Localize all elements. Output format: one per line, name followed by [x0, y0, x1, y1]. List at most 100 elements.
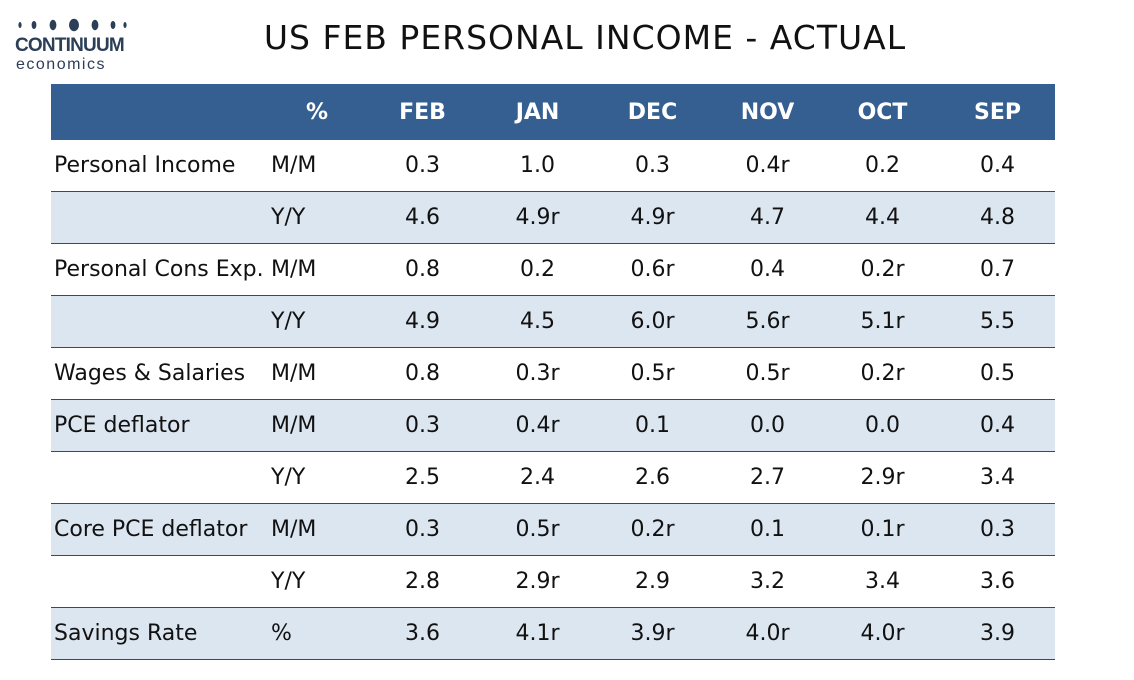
data-table: % FEB JAN DEC NOV OCT SEP Personal Incom…	[51, 84, 1055, 660]
value-cell: 4.0r	[710, 607, 825, 660]
table-row: Savings Rate% 3.6 4.1r 3.9r 4.0r 4.0r 3.9	[51, 607, 1055, 660]
table-body: Personal Income M/M 0.3 1.0 0.3 0.4r 0.2 0.4 Y/Y…	[51, 140, 1055, 660]
value-cell: 4.9r	[480, 191, 595, 244]
value-cell: 4.0r	[825, 607, 940, 660]
value-cell: 4.4	[825, 191, 940, 244]
value-cell: 0.2	[480, 243, 595, 296]
value-cell: 4.5	[480, 295, 595, 348]
row-unit: M/M	[269, 243, 365, 296]
row-label: Core PCE deflator	[51, 503, 269, 556]
value-cell: 0.3	[365, 503, 480, 556]
value-cell: 2.6	[595, 451, 710, 504]
value-cell: 6.0r	[595, 295, 710, 348]
value-cell: 2.8	[365, 555, 480, 608]
table-row: Wages & Salaries M/M 0.8 0.3r 0.5r 0.5r 0.2r 0.…	[51, 347, 1055, 400]
value-cell: 0.3	[595, 140, 710, 192]
value-cell: 0.5r	[710, 347, 825, 400]
value-cell: 0.1r	[825, 503, 940, 556]
value-cell: 0.8	[365, 243, 480, 296]
value-cell: 0.2r	[595, 503, 710, 556]
row-unit: Y/Y	[269, 451, 365, 504]
continuum-logo: CONTINUUM economics	[14, 14, 134, 74]
value-cell: 0.2r	[825, 347, 940, 400]
value-cell: 5.1r	[825, 295, 940, 348]
value-cell: 3.4	[825, 555, 940, 608]
value-cell: 0.4	[940, 399, 1055, 452]
value-cell: 5.5	[940, 295, 1055, 348]
header-label	[51, 84, 269, 140]
row-label: PCE deflator	[51, 399, 269, 452]
value-cell: 0.5	[940, 347, 1055, 400]
value-cell: 0.3	[365, 399, 480, 452]
logo-name: CONTINUUM	[15, 35, 125, 56]
table-row: PCE deflator M/M 0.3 0.4r 0.1 0.0 0.0 0.4	[51, 399, 1055, 452]
header-jan: JAN	[480, 84, 595, 140]
logo-dots-icon	[18, 18, 127, 32]
value-cell: 3.4	[940, 451, 1055, 504]
row-label	[51, 295, 269, 348]
table-row: Y/Y 4.6 4.9r 4.9r 4.7 4.4 4.8	[51, 191, 1055, 244]
header-nov: NOV	[710, 84, 825, 140]
value-cell: 3.9r	[595, 607, 710, 660]
value-cell: 2.9r	[480, 555, 595, 608]
value-cell: 4.7	[710, 191, 825, 244]
value-cell: 3.6	[940, 555, 1055, 608]
row-unit: Y/Y	[269, 555, 365, 608]
row-label	[51, 191, 269, 244]
value-cell: 0.4r	[480, 399, 595, 452]
value-cell: 4.8	[940, 191, 1055, 244]
value-cell: 0.0	[825, 399, 940, 452]
value-cell: 4.9r	[595, 191, 710, 244]
value-cell: 0.3	[940, 503, 1055, 556]
value-cell: 0.5r	[480, 503, 595, 556]
value-cell: 1.0	[480, 140, 595, 192]
value-cell: 2.4	[480, 451, 595, 504]
value-cell: 4.1r	[480, 607, 595, 660]
row-unit: %	[269, 607, 365, 660]
row-label: Personal Income	[51, 140, 269, 192]
header-unit: %	[269, 84, 365, 140]
row-unit: M/M	[269, 140, 365, 192]
value-cell: 4.6	[365, 191, 480, 244]
value-cell: 2.5	[365, 451, 480, 504]
row-unit: M/M	[269, 347, 365, 400]
value-cell: 3.9	[940, 607, 1055, 660]
row-unit: Y/Y	[269, 295, 365, 348]
header-dec: DEC	[595, 84, 710, 140]
value-cell: 2.9	[595, 555, 710, 608]
value-cell: 2.7	[710, 451, 825, 504]
value-cell: 3.6	[365, 607, 480, 660]
table-row: Personal Income M/M 0.3 1.0 0.3 0.4r 0.2 0.4	[51, 140, 1055, 192]
value-cell: 0.7	[940, 243, 1055, 296]
page-title: US FEB PERSONAL INCOME - ACTUAL	[263, 18, 907, 57]
row-label: Wages & Salaries	[51, 347, 269, 400]
row-unit: M/M	[269, 503, 365, 556]
value-cell: 0.2	[825, 140, 940, 192]
value-cell: 0.4	[940, 140, 1055, 192]
table-row: Y/Y 4.9 4.5 6.0r 5.6r 5.1r 5.5	[51, 295, 1055, 348]
logo-subtitle: economics	[16, 56, 106, 73]
value-cell: 0.3	[365, 140, 480, 192]
value-cell: 3.2	[710, 555, 825, 608]
value-cell: 0.4r	[710, 140, 825, 192]
row-label: Personal Cons Exp.	[51, 243, 269, 296]
header-feb: FEB	[365, 84, 480, 140]
table-row: Y/Y 2.8 2.9r 2.9 3.2 3.4 3.6	[51, 555, 1055, 608]
row-label	[51, 555, 269, 608]
value-cell: 0.6r	[595, 243, 710, 296]
table-row: Y/Y 2.5 2.4 2.6 2.7 2.9r 3.4	[51, 451, 1055, 504]
value-cell: 4.9	[365, 295, 480, 348]
value-cell: 5.6r	[710, 295, 825, 348]
header-sep: SEP	[940, 84, 1055, 140]
table-row: Core PCE deflator M/M 0.3 0.5r 0.2r 0.1 0.1r 0.…	[51, 503, 1055, 556]
value-cell: 0.3r	[480, 347, 595, 400]
value-cell: 2.9r	[825, 451, 940, 504]
value-cell: 0.4	[710, 243, 825, 296]
table-row: Personal Cons Exp. M/M 0.8 0.2 0.6r 0.4 0.2r 0.…	[51, 243, 1055, 296]
row-label: Savings Rate	[51, 607, 269, 660]
header-oct: OCT	[825, 84, 940, 140]
value-cell: 0.0	[710, 399, 825, 452]
value-cell: 0.1	[710, 503, 825, 556]
row-unit: M/M	[269, 399, 365, 452]
row-unit: Y/Y	[269, 191, 365, 244]
